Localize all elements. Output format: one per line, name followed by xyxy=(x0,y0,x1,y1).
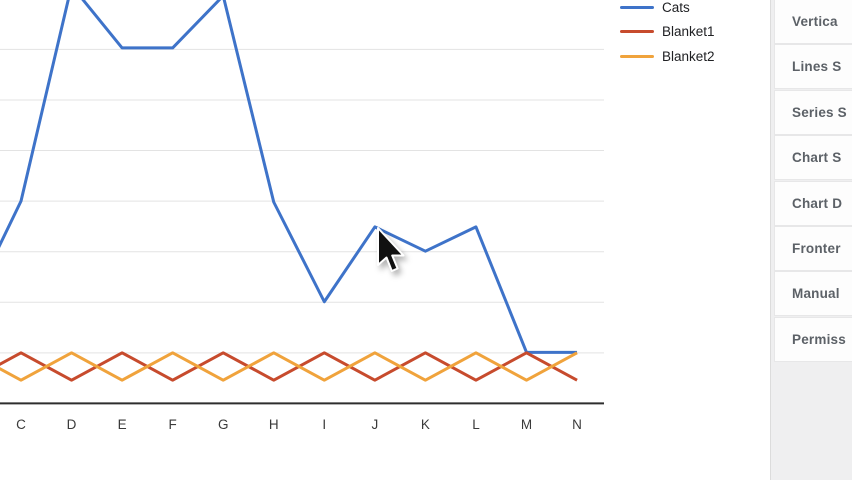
chart-settings-panel: Vertica Lines S Series S Chart S Chart D… xyxy=(770,0,852,480)
menu-item-vertical[interactable]: Vertica xyxy=(775,0,852,43)
legend-item-cats[interactable]: Cats xyxy=(620,0,715,20)
menu-item-chart-style[interactable]: Chart S xyxy=(775,136,852,180)
menu-item-label: Lines S xyxy=(792,59,842,75)
x-axis-label: I xyxy=(322,417,326,432)
menu-item-series[interactable]: Series S xyxy=(775,90,852,134)
x-axis-label: C xyxy=(16,417,26,432)
line-chart[interactable]: C D E F G H I J K L M N xyxy=(0,0,770,480)
menu-item-label: Chart S xyxy=(792,150,842,166)
x-axis-label: M xyxy=(521,417,532,432)
x-axis-label: D xyxy=(67,417,77,432)
x-axis-label: L xyxy=(472,417,480,432)
menu-item-permissions[interactable]: Permiss xyxy=(775,317,852,361)
legend-label: Cats xyxy=(662,0,690,15)
x-axis-label: H xyxy=(269,417,279,432)
chart-legend: Cats Blanket1 Blanket2 xyxy=(620,0,715,69)
legend-label: Blanket1 xyxy=(662,24,715,39)
series-line-blanket1[interactable] xyxy=(0,351,578,382)
menu-item-label: Vertica xyxy=(792,14,838,29)
legend-swatch-line xyxy=(620,30,654,34)
menu-item-label: Series S xyxy=(792,104,847,120)
series-line-cats[interactable] xyxy=(0,0,578,354)
x-axis-label: F xyxy=(169,417,177,432)
menu-item-label: Permiss xyxy=(792,331,846,347)
menu-item-fronter[interactable]: Fronter xyxy=(775,226,852,270)
x-axis-label: J xyxy=(371,417,378,432)
legend-label: Blanket2 xyxy=(662,48,715,64)
menu-item-label: Fronter xyxy=(792,240,841,256)
series-line-blanket2[interactable] xyxy=(0,351,578,382)
x-axis-label: E xyxy=(118,417,127,432)
menu-item-label: Chart D xyxy=(792,195,843,211)
chart-area: C D E F G H I J K L M N Cats Blanket1 Blanket2 xyxy=(0,0,770,480)
x-axis-label: N xyxy=(572,417,582,432)
legend-swatch-line xyxy=(620,5,654,9)
menu-item-manual[interactable]: Manual xyxy=(775,272,852,316)
legend-item-blanket1[interactable]: Blanket1 xyxy=(620,20,715,45)
menu-item-label: Manual xyxy=(792,286,840,302)
mouse-cursor xyxy=(377,227,405,272)
menu-item-lines[interactable]: Lines S xyxy=(775,45,852,89)
legend-item-blanket2[interactable]: Blanket2 xyxy=(620,44,715,69)
menu-item-chart-data[interactable]: Chart D xyxy=(775,181,852,225)
legend-swatch-line xyxy=(620,54,654,58)
x-axis-label: G xyxy=(218,417,229,432)
x-axis-label: K xyxy=(421,417,430,432)
